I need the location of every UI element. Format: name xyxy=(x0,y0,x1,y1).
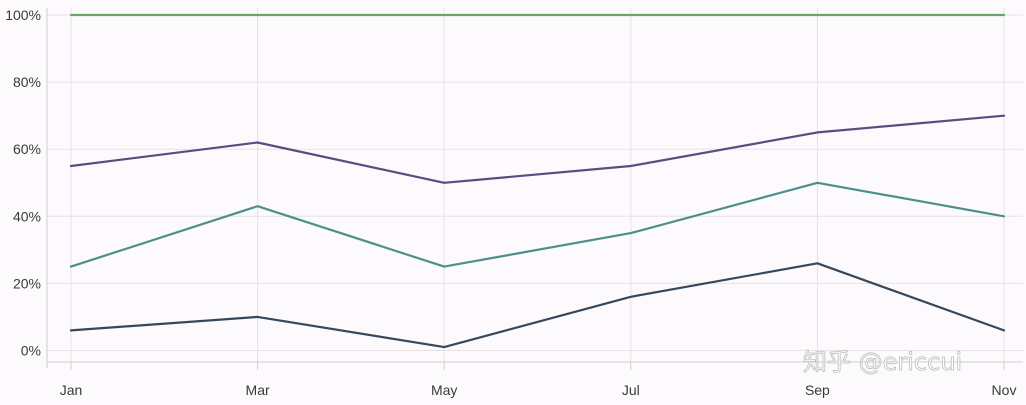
y-tick-label: 100% xyxy=(5,7,41,23)
x-tick-label: Mar xyxy=(246,382,270,398)
y-tick-label: 60% xyxy=(13,141,41,157)
tick-labels: 0% 20% 40% 60% 80% 100% Jan Mar May Jul Sep Nov xyxy=(5,7,1016,398)
series-lines xyxy=(69,13,1006,349)
series-line-4 xyxy=(69,262,1006,349)
x-tick-label: Jan xyxy=(60,382,83,398)
x-tick-label: Sep xyxy=(805,382,830,398)
x-tick-label: Jul xyxy=(622,382,640,398)
series-line-2 xyxy=(69,114,1006,184)
axes xyxy=(46,8,1023,370)
x-tick-label: Nov xyxy=(992,382,1017,398)
series-line-3 xyxy=(69,181,1006,268)
watermark-text: 知乎 @ericcui xyxy=(803,348,962,376)
grid xyxy=(47,8,1023,362)
y-tick-label: 40% xyxy=(13,208,41,224)
x-tick-label: May xyxy=(431,382,457,398)
y-tick-label: 80% xyxy=(13,74,41,90)
y-tick-label: 0% xyxy=(21,343,41,359)
y-tick-label: 20% xyxy=(13,275,41,291)
